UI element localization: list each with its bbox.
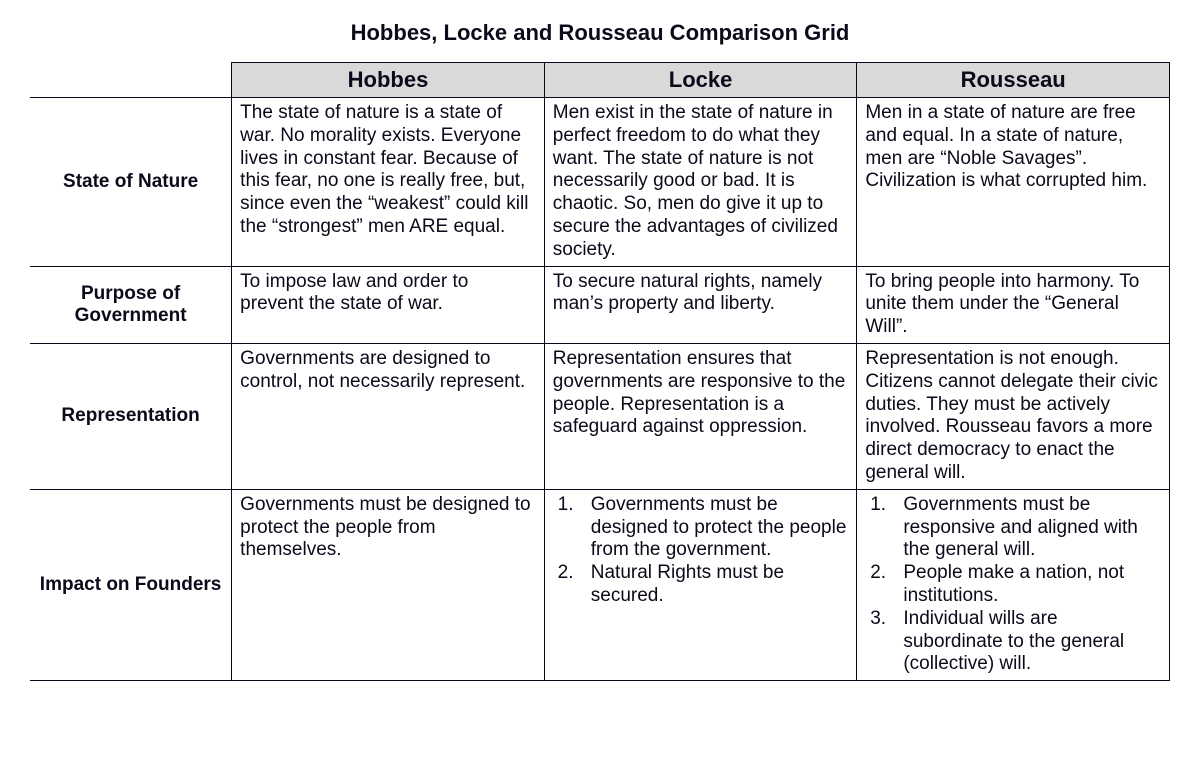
cell-impact-hobbes: Governments must be designed to protect …	[232, 489, 545, 680]
row-impact-on-founders: Impact on Founders Governments must be d…	[30, 489, 1170, 680]
cell-representation-hobbes: Governments are designed to control, not…	[232, 343, 545, 489]
row-label-purpose: Purpose of Government	[30, 266, 232, 343]
page-title: Hobbes, Locke and Rousseau Comparison Gr…	[30, 20, 1170, 46]
row-label-state-of-nature: State of Nature	[30, 98, 232, 267]
corner-empty-cell	[30, 63, 232, 98]
row-label-representation: Representation	[30, 343, 232, 489]
column-header-rousseau: Rousseau	[857, 63, 1170, 98]
row-representation: Representation Governments are designed …	[30, 343, 1170, 489]
row-state-of-nature: State of Nature The state of nature is a…	[30, 98, 1170, 267]
row-label-impact: Impact on Founders	[30, 489, 232, 680]
cell-representation-rousseau: Representation is not enough. Citizens c…	[857, 343, 1170, 489]
cell-impact-rousseau: Governments must be responsive and align…	[857, 489, 1170, 680]
list-item: People make a nation, not institutions.	[891, 562, 1161, 608]
cell-state-of-nature-locke: Men exist in the state of nature in perf…	[544, 98, 857, 267]
column-header-locke: Locke	[544, 63, 857, 98]
list-item: Governments must be designed to protect …	[579, 494, 849, 562]
list-item: Natural Rights must be secured.	[579, 562, 849, 608]
cell-impact-locke: Governments must be designed to protect …	[544, 489, 857, 680]
row-purpose-of-government: Purpose of Government To impose law and …	[30, 266, 1170, 343]
column-header-hobbes: Hobbes	[232, 63, 545, 98]
list-item: Individual wills are subordinate to the …	[891, 608, 1161, 676]
impact-locke-list: Governments must be designed to protect …	[553, 494, 849, 608]
impact-rousseau-list: Governments must be responsive and align…	[865, 494, 1161, 676]
cell-representation-locke: Representation ensures that governments …	[544, 343, 857, 489]
header-row: Hobbes Locke Rousseau	[30, 63, 1170, 98]
cell-purpose-locke: To secure natural rights, namely man’s p…	[544, 266, 857, 343]
comparison-table: Hobbes Locke Rousseau State of Nature Th…	[30, 62, 1170, 681]
cell-purpose-hobbes: To impose law and order to prevent the s…	[232, 266, 545, 343]
cell-state-of-nature-rousseau: Men in a state of nature are free and eq…	[857, 98, 1170, 267]
list-item: Governments must be responsive and align…	[891, 494, 1161, 562]
cell-state-of-nature-hobbes: The state of nature is a state of war. N…	[232, 98, 545, 267]
cell-purpose-rousseau: To bring people into harmony. To unite t…	[857, 266, 1170, 343]
